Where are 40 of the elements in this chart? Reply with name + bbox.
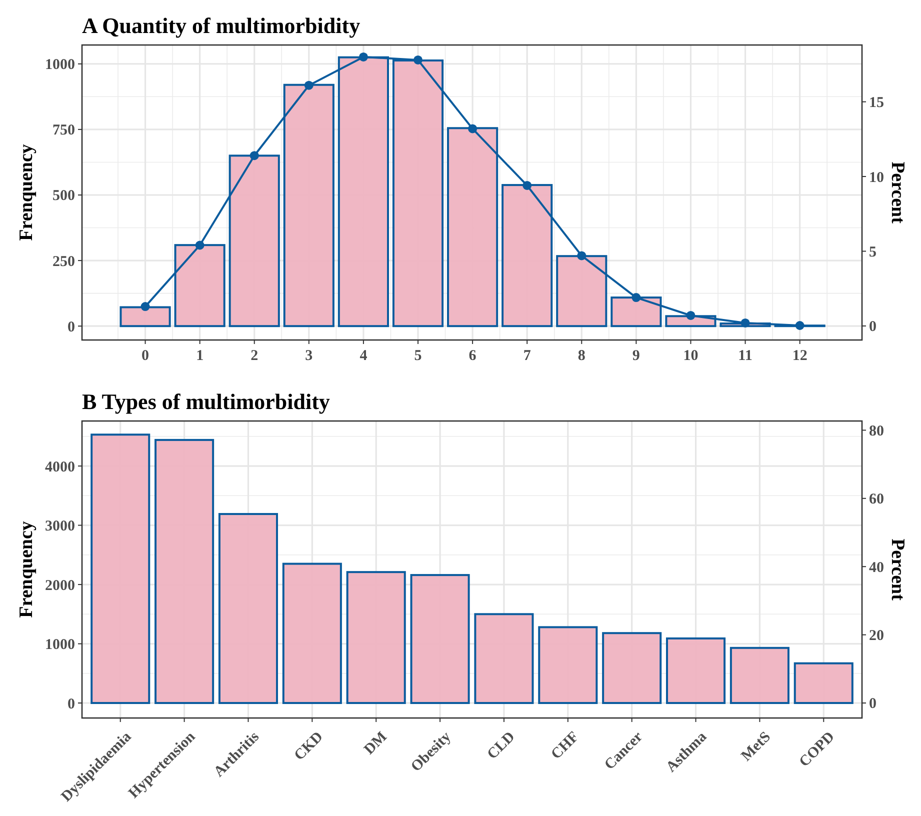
y2-axis-title: Percent [887, 538, 908, 602]
chart-title: B Types of multimorbidity [82, 389, 330, 414]
y-tick-label: 3000 [45, 518, 75, 535]
x-tick-label: 3 [305, 348, 313, 364]
y2-tick-label: 0 [869, 319, 876, 336]
x-tick-label: CLD [484, 728, 518, 763]
x-tick-label: 6 [468, 348, 477, 364]
x-tick-label: 1 [196, 348, 204, 364]
x-tick-label: 5 [414, 348, 422, 364]
x-tick-label: 7 [523, 348, 532, 364]
y2-tick-label: 80 [869, 423, 884, 440]
x-tick-label: 8 [578, 348, 586, 364]
y-tick-label: 1000 [45, 57, 75, 74]
y2-tick-label: 20 [869, 628, 884, 644]
x-tick-label: 0 [142, 348, 150, 364]
y-axis-title: Frenquency [16, 520, 37, 618]
x-tick-label: 12 [792, 348, 808, 364]
y-tick-label: 500 [52, 188, 75, 204]
x-tick-label: 11 [738, 348, 752, 364]
y2-tick-label: 5 [869, 244, 876, 260]
y2-tick-label: 60 [869, 492, 884, 508]
y-tick-label: 4000 [45, 459, 75, 476]
y2-tick-label: 0 [869, 696, 876, 712]
y2-axis-title: Percent [887, 162, 908, 224]
x-tick-label: DM [361, 728, 390, 758]
y-tick-label: 750 [52, 122, 75, 139]
y-tick-label: 1000 [45, 637, 75, 654]
y2-tick-label: 40 [869, 560, 884, 576]
y2-tick-label: 10 [869, 170, 884, 186]
x-tick-label: 2 [250, 348, 258, 364]
chart-title: A Quantity of multimorbidity [82, 13, 360, 38]
x-tick-label: 10 [683, 348, 698, 364]
y-axis-title: Frenquency [16, 144, 37, 241]
y-tick-label: 0 [68, 696, 75, 712]
x-tick-label: 9 [632, 348, 640, 364]
x-tick-label: 4 [360, 348, 368, 364]
y-tick-label: 2000 [45, 578, 75, 594]
y-tick-label: 250 [52, 254, 75, 270]
y-tick-label: 0 [68, 319, 75, 336]
y2-tick-label: 15 [869, 95, 884, 112]
